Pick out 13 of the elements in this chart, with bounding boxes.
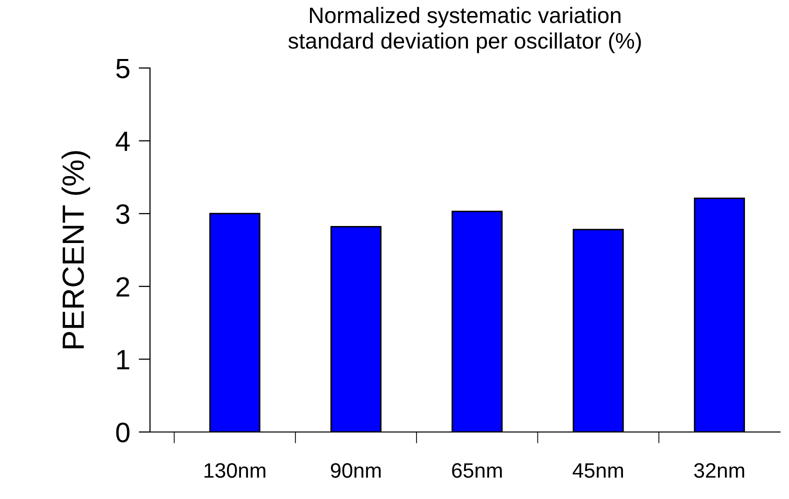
x-tick-label: 90nm	[330, 463, 381, 478]
y-axis-title: PERCENT (%)	[62, 151, 90, 348]
y-tick-label: 4	[116, 132, 130, 151]
y-tick-label: 0	[116, 422, 130, 442]
y-tick-label: 5	[116, 58, 130, 78]
x-tick-label: 65nm	[452, 463, 502, 478]
y-tick-label: 1	[117, 350, 130, 370]
x-tick-label: 45nm	[572, 463, 623, 478]
y-tick-label: 2	[116, 277, 130, 296]
y-tick-label: 3	[116, 204, 130, 224]
x-tick-label: 130nm	[204, 463, 266, 478]
x-tick-label: 32nm	[694, 463, 744, 478]
chart-title: Normalized systematic variation standard deviation per oscillator (%)	[288, 6, 641, 54]
